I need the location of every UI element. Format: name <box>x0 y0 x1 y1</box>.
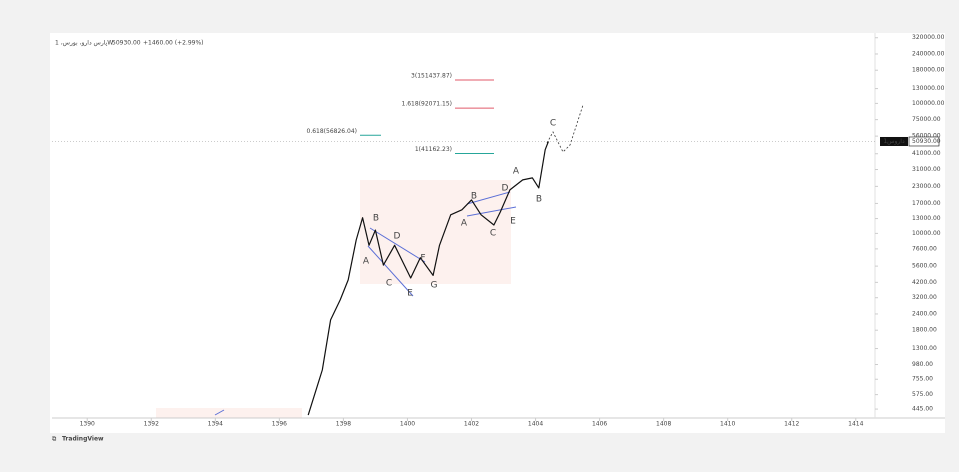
y-tick-label: 180000.00 <box>912 67 945 74</box>
wave-label: E <box>510 217 516 227</box>
price-tag-label: 50930.00 <box>912 138 941 145</box>
price-tag-box <box>908 136 940 147</box>
y-tick-label: 575.00 <box>912 391 933 398</box>
y-tick-label: 2400.00 <box>912 310 937 317</box>
x-tick-label: 1398 <box>336 421 351 428</box>
wave-label: D <box>502 184 509 194</box>
x-tick-label: 1392 <box>144 421 159 428</box>
trend-lines <box>214 191 517 416</box>
x-tick-label: 1408 <box>656 421 671 428</box>
y-tick-label: 41000.00 <box>912 150 941 157</box>
y-tick-label: 17000.00 <box>912 200 941 207</box>
trend-line <box>214 409 225 416</box>
y-tick-label: 75000.00 <box>912 116 941 123</box>
price-line-series <box>307 141 549 416</box>
y-tick-label: 5600.00 <box>912 263 937 270</box>
y-tick-label: 56000.00 <box>912 133 941 140</box>
price-tag-symbol: داروس1 <box>883 138 905 145</box>
x-tick-label: 1414 <box>848 421 863 428</box>
header-change: +1460.00 (+2.99%) <box>143 40 204 47</box>
y-tick-label: 10000.00 <box>912 230 941 237</box>
range-box <box>360 180 511 284</box>
wave-label: E <box>407 289 413 299</box>
wave-label: G <box>431 281 438 291</box>
wave-label: D <box>394 232 401 242</box>
y-tick-label: 240000.00 <box>912 50 945 57</box>
range-box <box>156 408 302 418</box>
x-tick-label: 1390 <box>80 421 95 428</box>
brand-logo: ⧉ <box>52 436 57 443</box>
x-tick-label: 1402 <box>464 421 479 428</box>
y-tick-label: 23000.00 <box>912 183 941 190</box>
trend-line <box>466 191 511 205</box>
wave-label: A <box>461 219 468 229</box>
x-tick-label: 1404 <box>528 421 543 428</box>
y-tick-label: 320000.00 <box>912 34 945 41</box>
y-tick-label: 1300.00 <box>912 345 937 352</box>
price-tag-bg <box>880 136 908 146</box>
wave-label: B <box>471 192 477 202</box>
x-tick-label: 1394 <box>208 421 223 428</box>
y-tick-label: 31000.00 <box>912 166 941 173</box>
symbol: پارس دارو، بورس، 1W <box>55 40 113 47</box>
level-label: 3(151437.87) <box>411 72 452 79</box>
level-label: 1(41162.23) <box>415 146 452 153</box>
y-tick-label: 130000.00 <box>912 85 945 92</box>
trend-line <box>367 245 414 297</box>
y-tick-label: 980.00 <box>912 361 933 368</box>
x-tick-label: 1412 <box>784 421 799 428</box>
projection <box>546 104 584 153</box>
y-tick-label: 13000.00 <box>912 215 941 222</box>
x-tick-label: 1406 <box>592 421 607 428</box>
brand: TradingView <box>62 436 104 443</box>
wave-label: C <box>490 229 496 239</box>
y-tick-label: 7600.00 <box>912 245 937 252</box>
y-tick-label: 4200.00 <box>912 279 937 286</box>
y-tick-label: 755.00 <box>912 376 933 383</box>
wave-label: C <box>386 279 392 289</box>
level-label: 1.618(92071.15) <box>402 101 453 108</box>
y-tick-label: 100000.00 <box>912 100 945 107</box>
wave-label: C <box>550 119 556 129</box>
wave-label: A <box>513 167 520 177</box>
x-tick-label: 1410 <box>720 421 735 428</box>
y-tick-label: 3200.00 <box>912 294 937 301</box>
y-tick-label: 445.00 <box>912 406 933 413</box>
wave-label: A <box>363 257 370 267</box>
x-tick-label: 1396 <box>272 421 287 428</box>
header-price: 50930.00 <box>112 40 141 47</box>
wave-label: B <box>373 214 379 224</box>
trend-line <box>369 227 426 263</box>
wave-label: B <box>536 195 542 205</box>
y-tick-label: 1800.00 <box>912 327 937 334</box>
wave-label: F <box>420 254 425 264</box>
x-tick-label: 1400 <box>400 421 415 428</box>
trend-line <box>466 206 517 217</box>
level-label: 0.618(56826.04) <box>307 128 358 135</box>
